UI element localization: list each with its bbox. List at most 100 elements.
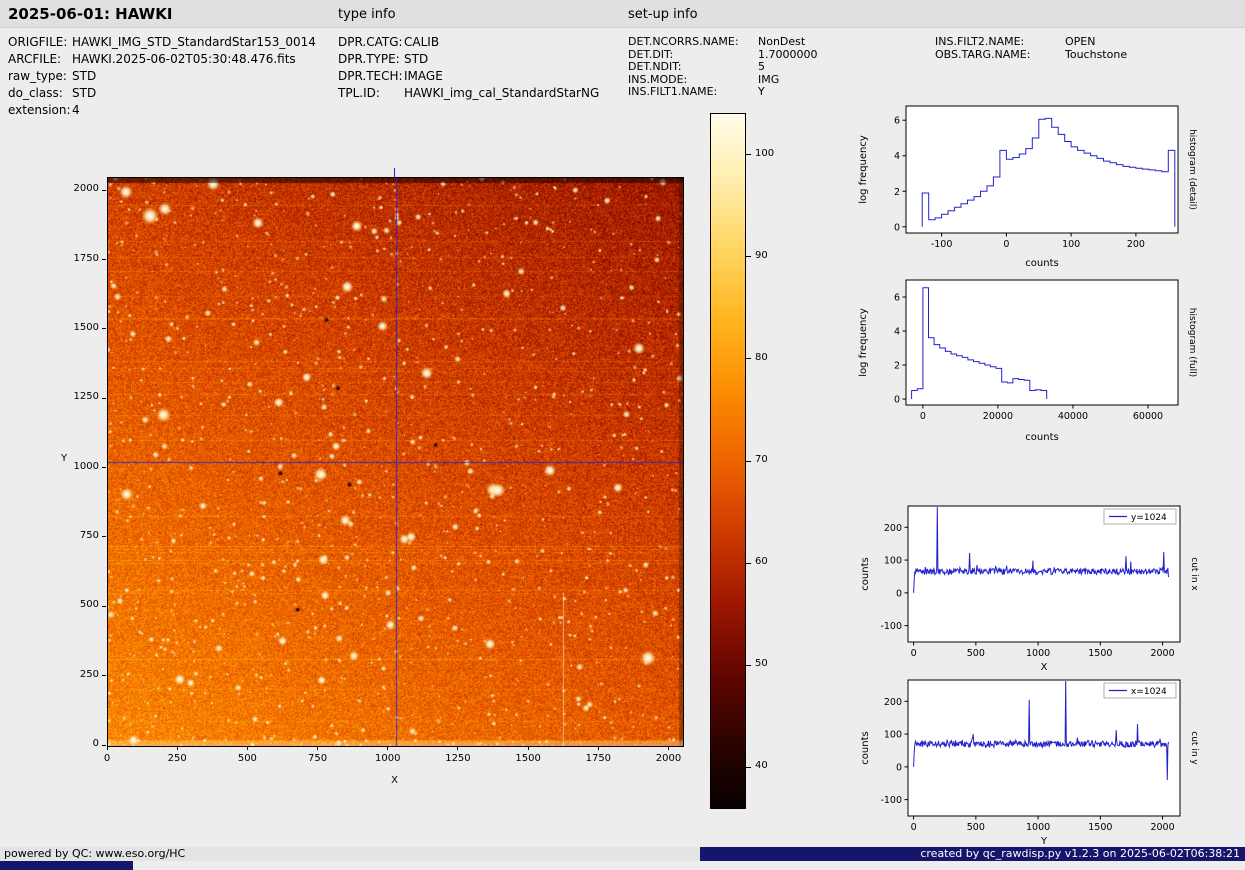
colorbar: 40 50 60 70 80 90 100 [710, 113, 774, 809]
svg-text:4: 4 [894, 327, 900, 338]
svg-text:-100: -100 [931, 239, 953, 250]
y-tick-label: 0 [92, 738, 99, 749]
setup-info-value: Y [758, 85, 765, 98]
file-info-value: HAWKI_IMG_STD_StandardStar153_0014 [72, 35, 316, 49]
file-info-label: ORIGFILE: [8, 35, 68, 49]
svg-text:-100: -100 [880, 795, 902, 806]
colorbar-tick-label: 80 [755, 351, 768, 363]
colorbar-tick-label: 50 [755, 658, 768, 670]
file-info-label: raw_type: [8, 69, 67, 83]
file-info-value: 4 [72, 103, 80, 117]
svg-text:X: X [1041, 662, 1048, 673]
svg-text:counts: counts [860, 557, 871, 590]
svg-text:500: 500 [967, 822, 985, 833]
colorbar-tick-mark [746, 256, 751, 258]
svg-text:0: 0 [920, 411, 926, 422]
setup-info-label: INS.FILT1.NAME: [628, 85, 718, 98]
setup-info-row: OBS.TARG.NAME: Touchstone [935, 48, 1127, 61]
svg-text:40000: 40000 [1058, 411, 1088, 422]
type-info-label: TPL.ID: [338, 86, 380, 100]
svg-text:counts: counts [1025, 258, 1058, 269]
setup-info-row: DET.NCORRS.NAME: NonDest [628, 35, 805, 48]
footer-bar: powered by QC: www.eso.org/HC created by… [0, 847, 1245, 861]
svg-text:2: 2 [894, 187, 900, 198]
setup-info-label: OBS.TARG.NAME: [935, 47, 1031, 61]
x-tick-label: 1250 [445, 753, 471, 764]
svg-text:0: 0 [894, 395, 900, 406]
raw-image [107, 177, 684, 747]
svg-text:histogram (full): histogram (full) [1187, 308, 1197, 377]
svg-text:0: 0 [1003, 239, 1009, 250]
file-info-row: raw_type: STD [8, 69, 96, 83]
colorbar-tick-mark [746, 154, 751, 156]
setup-info-value: NonDest [758, 35, 806, 48]
setup-info-row: INS.FILT2.NAME: OPEN [935, 35, 1095, 48]
svg-text:counts: counts [1025, 432, 1058, 443]
svg-text:2000: 2000 [1150, 822, 1174, 833]
x-tick-label: 750 [308, 753, 328, 764]
x-tick-label: 1000 [375, 753, 401, 764]
histogram-full-chart: 0 20000 40000 60000 0 2 4 6 counts log frequency h… [856, 272, 1241, 448]
type-info-value: CALIB [404, 35, 440, 49]
type-info-row: DPR.TYPE: STD [338, 52, 428, 66]
y-tick-label: 1250 [73, 391, 99, 403]
footer-powered-by-link[interactable]: powered by QC: www.eso.org/HC [0, 847, 700, 861]
colorbar-tick-label: 40 [755, 760, 768, 772]
svg-text:100: 100 [1062, 239, 1080, 250]
crosshair-line-top [394, 168, 395, 178]
y-tick-label: 1000 [73, 460, 99, 472]
file-info-row: ORIGFILE: HAWKI_IMG_STD_StandardStar153_0… [8, 35, 316, 49]
svg-text:-100: -100 [880, 621, 902, 632]
type-info-label: DPR.CATG: [338, 35, 403, 49]
setup-info-label: DET.NDIT: [628, 60, 682, 73]
y-tick-mark [102, 744, 106, 746]
svg-text:1500: 1500 [1088, 648, 1112, 659]
svg-text:6: 6 [894, 293, 900, 304]
svg-text:100: 100 [884, 730, 902, 741]
setup-info-value: 1.7000000 [758, 47, 818, 61]
y-tick-label: 250 [79, 668, 99, 680]
setup-info-row: DET.DIT: 1.7000000 [628, 48, 818, 61]
svg-text:0: 0 [894, 222, 900, 233]
type-info-heading: type info [338, 7, 396, 22]
svg-text:x=1024: x=1024 [1131, 687, 1167, 697]
setup-info-value: IMG [758, 72, 780, 86]
hist-full-svg: 0 20000 40000 60000 0 2 4 6 counts log frequency h… [858, 279, 1197, 443]
x-tick-label: 2000 [655, 753, 682, 764]
setup-info-label: INS.FILT2.NAME: [935, 35, 1025, 48]
file-info-value: HAWKI.2025-06-02T05:30:48.476.fits [72, 52, 296, 66]
x-tick-label: 1750 [585, 753, 612, 764]
y-tick-mark [102, 605, 106, 607]
x-tick-label: 1500 [515, 753, 541, 764]
svg-text:4: 4 [894, 151, 900, 162]
svg-text:1000: 1000 [1026, 648, 1050, 659]
colorbar-tick-mark [746, 460, 751, 462]
svg-text:2: 2 [894, 361, 900, 372]
footer-accent-strip [0, 861, 133, 870]
svg-text:20000: 20000 [983, 411, 1013, 422]
setup-info-heading: set-up info [628, 7, 698, 22]
header-bar: 2025-06-01: HAWKI type info set-up info [0, 0, 1245, 28]
colorbar-tick-mark [746, 358, 751, 360]
svg-text:log frequency: log frequency [858, 135, 869, 204]
setup-info-label: INS.MODE: [628, 72, 688, 86]
colorbar-tick-label: 70 [755, 454, 768, 465]
y-tick-label: 750 [79, 529, 99, 541]
y-tick-mark [102, 467, 106, 469]
svg-text:Y: Y [1040, 836, 1048, 847]
colorbar-tick-label: 100 [755, 147, 775, 159]
page-title: 2025-06-01: HAWKI [8, 5, 173, 23]
type-info-label: DPR.TECH: [338, 69, 403, 83]
svg-text:500: 500 [967, 648, 985, 659]
file-info-row: do_class: STD [8, 86, 96, 100]
x-tick-label: 0 [103, 753, 111, 764]
setup-info-value: 5 [758, 60, 765, 73]
x-tick-label: 500 [237, 753, 257, 764]
y-tick-mark [102, 328, 106, 330]
y-tick-label: 1750 [73, 252, 99, 264]
